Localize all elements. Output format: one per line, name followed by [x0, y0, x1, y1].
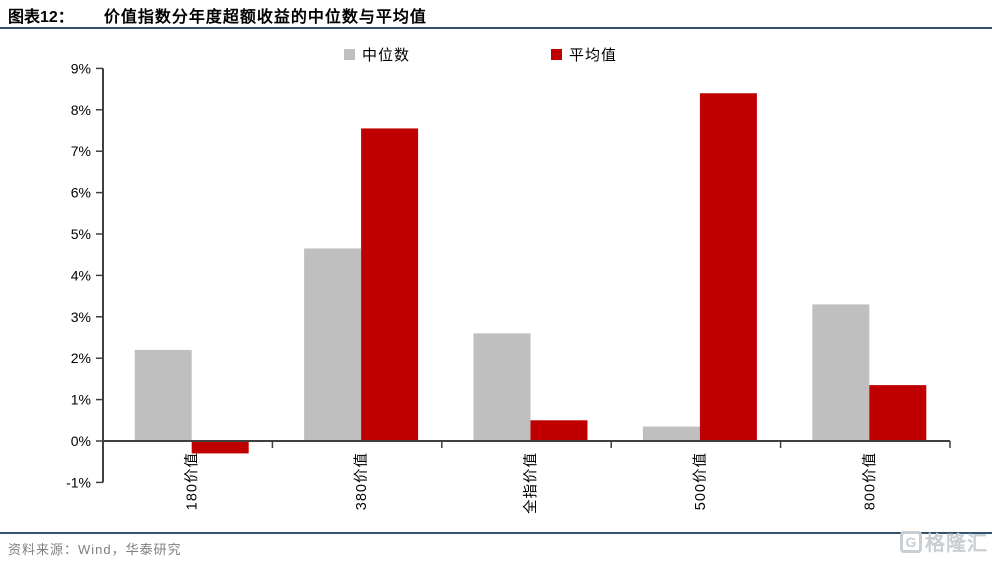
legend-median-label: 中位数: [362, 47, 411, 64]
mean-swatch-icon: [551, 49, 562, 60]
bar-平均值-全指价值: [530, 420, 588, 441]
category-label-全指价值: 全指价值: [522, 452, 540, 514]
figure-title: 价值指数分年度超额收益的中位数与平均值: [103, 9, 427, 26]
bar-中位数-180价值: [134, 349, 192, 441]
figure-header: 图表12： 价值指数分年度超额收益的中位数与平均值: [8, 3, 427, 27]
category-label-500价值: 500价值: [692, 452, 709, 510]
bar-中位数-500价值: [642, 426, 700, 441]
title-rule: [0, 27, 992, 29]
gelonghui-logo-icon: G: [900, 530, 922, 553]
source-line: 资料来源：Wind，华泰研究: [8, 542, 182, 557]
bar-平均值-180价值: [191, 441, 249, 454]
bar-中位数-全指价值: [473, 333, 531, 441]
ytick-label-7: 7%: [71, 143, 91, 159]
legend-item-mean: 平均值: [551, 44, 617, 65]
ytick-label-0: 0%: [71, 433, 91, 449]
ytick-label--1: -1%: [66, 474, 91, 490]
bar-中位数-380价值: [304, 248, 362, 441]
ytick-label-5: 5%: [71, 226, 91, 242]
bar-平均值-500价值: [699, 93, 757, 442]
ytick-label-1: 1%: [71, 392, 91, 408]
median-swatch-icon: [344, 49, 355, 60]
legend-mean-label: 平均值: [569, 47, 618, 64]
category-label-180价值: 180价值: [184, 452, 201, 510]
footer-rule: [0, 532, 992, 534]
ytick-label-8: 8%: [71, 102, 91, 118]
category-label-380价值: 380价值: [353, 452, 370, 510]
ytick-label-3: 3%: [71, 309, 91, 325]
gelonghui-watermark: G 格隆汇: [900, 527, 988, 556]
ytick-label-2: 2%: [71, 350, 91, 366]
bar-中位数-800价值: [812, 304, 870, 441]
excess-return-bar-chart: 180价值 380价值 全指价值 500价值 800价值 -1% 0% 1% 2% 3% 4% 5% 6…: [66, 60, 951, 514]
legend-item-median: 中位数: [344, 44, 410, 65]
figure-label: 图表12：: [8, 9, 74, 26]
category-label-800价值: 800价值: [861, 452, 878, 510]
ytick-label-9: 9%: [71, 60, 91, 76]
gelonghui-logo-text: 格隆汇: [925, 533, 988, 555]
bar-平均值-800价值: [869, 385, 927, 441]
ytick-label-4: 4%: [71, 267, 91, 283]
bar-平均值-380价值: [361, 128, 419, 441]
ytick-label-6: 6%: [71, 185, 91, 201]
